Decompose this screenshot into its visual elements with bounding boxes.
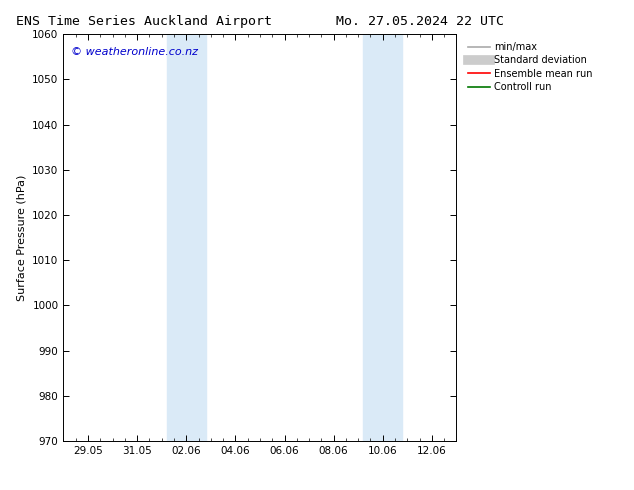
- Y-axis label: Surface Pressure (hPa): Surface Pressure (hPa): [16, 174, 27, 301]
- Legend: min/max, Standard deviation, Ensemble mean run, Controll run: min/max, Standard deviation, Ensemble me…: [465, 39, 596, 95]
- Bar: [167, 34, 206, 441]
- Text: © weatheronline.co.nz: © weatheronline.co.nz: [71, 47, 198, 56]
- Text: ENS Time Series Auckland Airport        Mo. 27.05.2024 22 UTC: ENS Time Series Auckland Airport Mo. 27.…: [16, 15, 504, 28]
- Bar: [363, 34, 403, 441]
